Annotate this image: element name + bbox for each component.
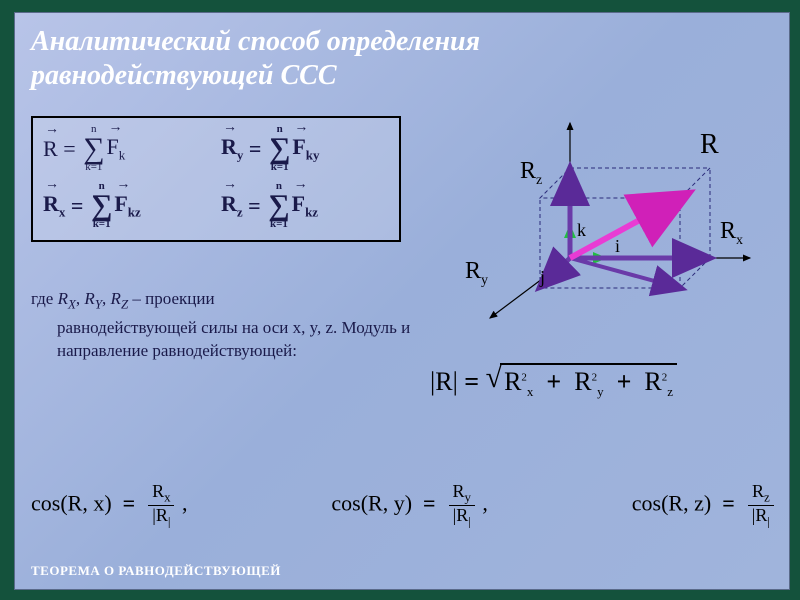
footer-theorem-label: ТЕОРЕМА О РАВНОДЕЙСТВУЮЩЕЙ — [31, 563, 281, 579]
label-j: j — [539, 267, 545, 287]
fraction: Rx |R| — [148, 482, 174, 529]
sigma-icon: n ∑ k=1 — [91, 181, 112, 230]
note-line-1: где RX, RY, RZ – проекции — [31, 288, 411, 313]
vec-R: R — [43, 136, 58, 162]
cos-z: cos(R, z) = Rz |R| — [632, 482, 776, 529]
label-R: R — [700, 129, 719, 160]
vec-Rz: Rz — [221, 191, 243, 220]
sigma-icon: n ∑ k=1 — [269, 124, 290, 173]
eq-R: R = n ∑ k=1 Fk — [43, 124, 211, 173]
sqrt-icon: √ R2x + R2y + R2z — [486, 363, 677, 400]
title-line-2: равнодействующей ССС — [31, 59, 773, 93]
sigma-icon: n ∑ k=1 — [268, 181, 289, 230]
note-line-2: равнодействующей силы на оси x, y, z. Мо… — [31, 317, 411, 363]
resultant-vector — [570, 198, 680, 258]
cos-y: cos(R, y) = Ry |R| , — [331, 482, 487, 529]
magnitude-formula: |R| = √ R2x + R2y + R2z — [430, 363, 677, 400]
vec-Rx: Rx — [43, 191, 65, 220]
eq-Rz: Rz = n ∑ k=1 Fkz — [221, 181, 389, 230]
label-Rx: Rx — [720, 218, 743, 248]
label-k: k — [577, 220, 586, 240]
vec-Fky: Fky — [292, 134, 319, 163]
direction-cosines-row: cos(R, x) = Rx |R| , cos(R, y) = Ry |R| … — [31, 482, 776, 529]
diagram-svg: R Rz Rx Ry i j k — [420, 108, 780, 343]
vec-Ry: Ry — [221, 134, 243, 163]
sigma-icon: n ∑ k=1 — [83, 124, 104, 173]
vec-Fk: Fk — [107, 134, 126, 163]
summation-equations-box: R = n ∑ k=1 Fk Ry = n ∑ k=1 Fky — [31, 116, 401, 242]
slide-title: Аналитический способ определения равноде… — [15, 13, 789, 96]
projection-note: где RX, RY, RZ – проекции равнодействующ… — [31, 288, 411, 363]
cos-x: cos(R, x) = Rx |R| , — [31, 482, 187, 529]
title-line-1: Аналитический способ определения — [31, 25, 773, 59]
vec-Fkz1: Fkz — [114, 191, 140, 220]
equations-grid: R = n ∑ k=1 Fk Ry = n ∑ k=1 Fky — [43, 124, 389, 230]
label-Rz: Rz — [520, 158, 542, 188]
floor-diagonal — [570, 258, 680, 288]
fraction: Rz |R| — [748, 482, 774, 529]
vector-3d-diagram: R Rz Rx Ry i j k — [420, 108, 780, 343]
slide-content: Аналитический способ определения равноде… — [14, 12, 790, 590]
vec-Fkz2: Fkz — [292, 191, 318, 220]
eq-Rx: Rx = n ∑ k=1 Fkz — [43, 181, 211, 230]
label-Ry: Ry — [465, 258, 488, 288]
eq-Ry: Ry = n ∑ k=1 Fky — [221, 124, 389, 173]
fraction: Ry |R| — [449, 482, 475, 529]
label-i: i — [615, 236, 620, 256]
